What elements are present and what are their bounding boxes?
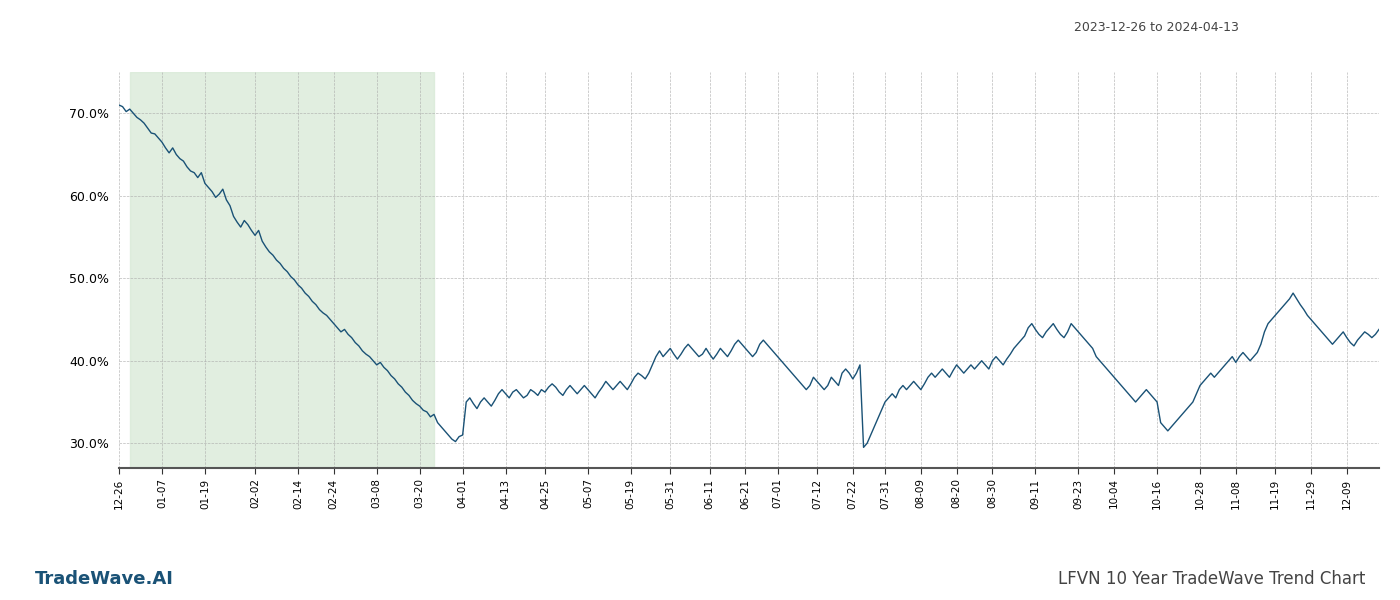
Text: LFVN 10 Year TradeWave Trend Chart: LFVN 10 Year TradeWave Trend Chart: [1057, 570, 1365, 588]
Text: 2023-12-26 to 2024-04-13: 2023-12-26 to 2024-04-13: [1074, 21, 1239, 34]
Text: TradeWave.AI: TradeWave.AI: [35, 570, 174, 588]
Bar: [130, 72, 434, 468]
